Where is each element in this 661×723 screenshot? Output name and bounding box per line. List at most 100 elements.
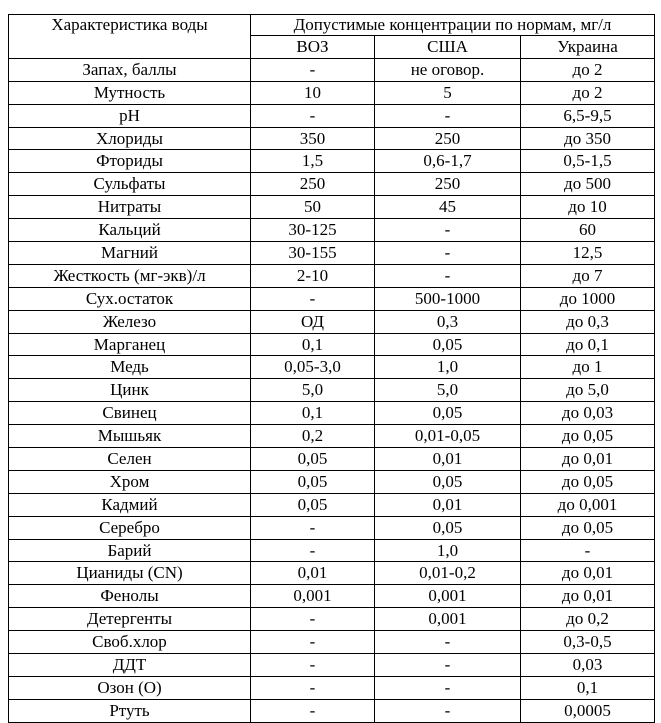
usa-cell: 0,01 [374, 447, 521, 471]
table-row: Цианиды (CN) 0,01 0,01-0,2 до 0,01 [8, 561, 655, 586]
table-row: Мышьяк 0,2 0,01-0,05 до 0,05 [8, 424, 655, 449]
table-row: Хлориды 350 250 до 350 [8, 126, 655, 151]
table-row: Барий -1,0- [8, 538, 655, 563]
characteristic-cell: Детергенты [8, 607, 251, 632]
table-row: Ртуть - -0,0005 [8, 698, 655, 723]
characteristic-cell: Нитраты [8, 195, 251, 220]
ukraine-cell: до 7 [520, 263, 655, 288]
ukraine-cell: до 0,2 [520, 607, 655, 632]
ukraine-cell: до 0,05 [520, 469, 655, 494]
who-cell: - [250, 286, 375, 311]
characteristic-cell: Сульфаты [8, 172, 251, 197]
usa-cell: 0,05 [374, 332, 521, 357]
who-cell: 250 [250, 172, 375, 197]
table-row: Жесткость (мг-экв)/л 2-10- до 7 [8, 263, 655, 288]
who-cell: 0,1 [250, 401, 375, 426]
ukraine-cell: до 2 [520, 80, 655, 105]
who-cell: 0,1 [250, 332, 375, 357]
who-cell: 0,001 [250, 584, 375, 609]
ukraine-cell: до 1 [520, 355, 655, 380]
characteristic-cell: Железо [8, 309, 251, 334]
table-row: ДДТ - -0,03 [8, 653, 655, 677]
table-row: Магний 30-155-12,5 [8, 241, 655, 265]
characteristic-cell: Жесткость (мг-экв)/л [8, 263, 251, 288]
ukraine-cell: до 500 [520, 172, 655, 197]
usa-cell: 0,05 [374, 401, 521, 426]
who-cell: 5,0 [250, 378, 375, 403]
table-row: Кальций 30-125-60 [8, 218, 655, 243]
table-row: Своб.хлор - -0,3-0,5 [8, 630, 655, 655]
characteristic-cell: Хлориды [8, 126, 251, 151]
ukraine-cell: 0,1 [520, 675, 655, 700]
ukraine-cell: до 0,01 [520, 447, 655, 471]
who-cell: 0,05-3,0 [250, 355, 375, 380]
characteristic-cell: Барий [8, 538, 251, 563]
ukraine-cell: до 0,3 [520, 309, 655, 334]
who-cell: - [250, 515, 375, 540]
who-cell: ОД [250, 309, 375, 334]
ukraine-cell: 6,5-9,5 [520, 103, 655, 128]
characteristic-cell: Магний [8, 241, 251, 265]
who-cell: 50 [250, 195, 375, 220]
ukraine-cell: до 10 [520, 195, 655, 220]
who-cell: 0,05 [250, 492, 375, 517]
characteristic-cell: pH [8, 103, 251, 128]
usa-cell: 0,05 [374, 469, 521, 494]
usa-cell: 0,6-1,7 [374, 149, 521, 174]
characteristic-cell: Мутность [8, 80, 251, 105]
table-row: Марганец 0,1 0,05 до 0,1 [8, 332, 655, 357]
usa-cell: - [374, 103, 521, 128]
usa-cell: - [374, 218, 521, 243]
characteristic-cell: Своб.хлор [8, 630, 251, 655]
ukraine-cell: - [520, 538, 655, 563]
characteristic-cell: Свинец [8, 401, 251, 426]
characteristic-cell: Кадмий [8, 492, 251, 517]
characteristic-cell: Мышьяк [8, 424, 251, 449]
table-row: Цинк 5,0 5,0 до 5,0 [8, 378, 655, 403]
usa-cell: 250 [374, 126, 521, 151]
characteristic-cell: Марганец [8, 332, 251, 357]
usa-cell: - [374, 698, 521, 723]
who-cell: - [250, 103, 375, 128]
who-cell: 0,05 [250, 447, 375, 471]
table-row: Мутность 10 5 до 2 [8, 80, 655, 105]
usa-cell: 5 [374, 80, 521, 105]
water-standards-table: Характеристика воды Допустимые концентра… [8, 14, 655, 723]
who-cell: - [250, 653, 375, 677]
usa-cell: 0,01-0,2 [374, 561, 521, 586]
header-usa: США [374, 35, 521, 59]
usa-cell: 1,0 [374, 538, 521, 563]
usa-cell: 0,001 [374, 584, 521, 609]
ukraine-cell: до 2 [520, 57, 655, 82]
who-cell: 2-10 [250, 263, 375, 288]
table-row: Сульфаты 250 250 до 500 [8, 172, 655, 197]
table-row: Фториды 1,5 0,6-1,7 0,5-1,5 [8, 149, 655, 174]
ukraine-cell: 12,5 [520, 241, 655, 265]
characteristic-cell: Цинк [8, 378, 251, 403]
usa-cell: 1,0 [374, 355, 521, 380]
ukraine-cell: до 0,05 [520, 424, 655, 449]
ukraine-cell: до 0,03 [520, 401, 655, 426]
table-row: Запах, баллы - не оговор. до 2 [8, 57, 655, 82]
characteristic-cell: Запах, баллы [8, 57, 251, 82]
ukraine-cell: до 0,01 [520, 561, 655, 586]
table-row: Селен 0,05 0,01 до 0,01 [8, 447, 655, 471]
ukraine-cell: до 0,05 [520, 515, 655, 540]
who-cell: 1,5 [250, 149, 375, 174]
who-cell: 30-125 [250, 218, 375, 243]
ukraine-cell: до 350 [520, 126, 655, 151]
usa-cell: 500-1000 [374, 286, 521, 311]
table-row: Медь 0,05-3,0 1,0 до 1 [8, 355, 655, 380]
header-group: Допустимые концентрации по нормам, мг/л [250, 14, 655, 36]
ukraine-cell: до 0,001 [520, 492, 655, 517]
usa-cell: - [374, 675, 521, 700]
table-row: Озон (О) - -0,1 [8, 675, 655, 700]
who-cell: - [250, 698, 375, 723]
who-cell: 10 [250, 80, 375, 105]
table-row: Свинец 0,1 0,05 до 0,03 [8, 401, 655, 426]
who-cell: - [250, 630, 375, 655]
who-cell: - [250, 538, 375, 563]
who-cell: 350 [250, 126, 375, 151]
characteristic-cell: ДДТ [8, 653, 251, 677]
header-ukraine: Украина [520, 35, 655, 59]
